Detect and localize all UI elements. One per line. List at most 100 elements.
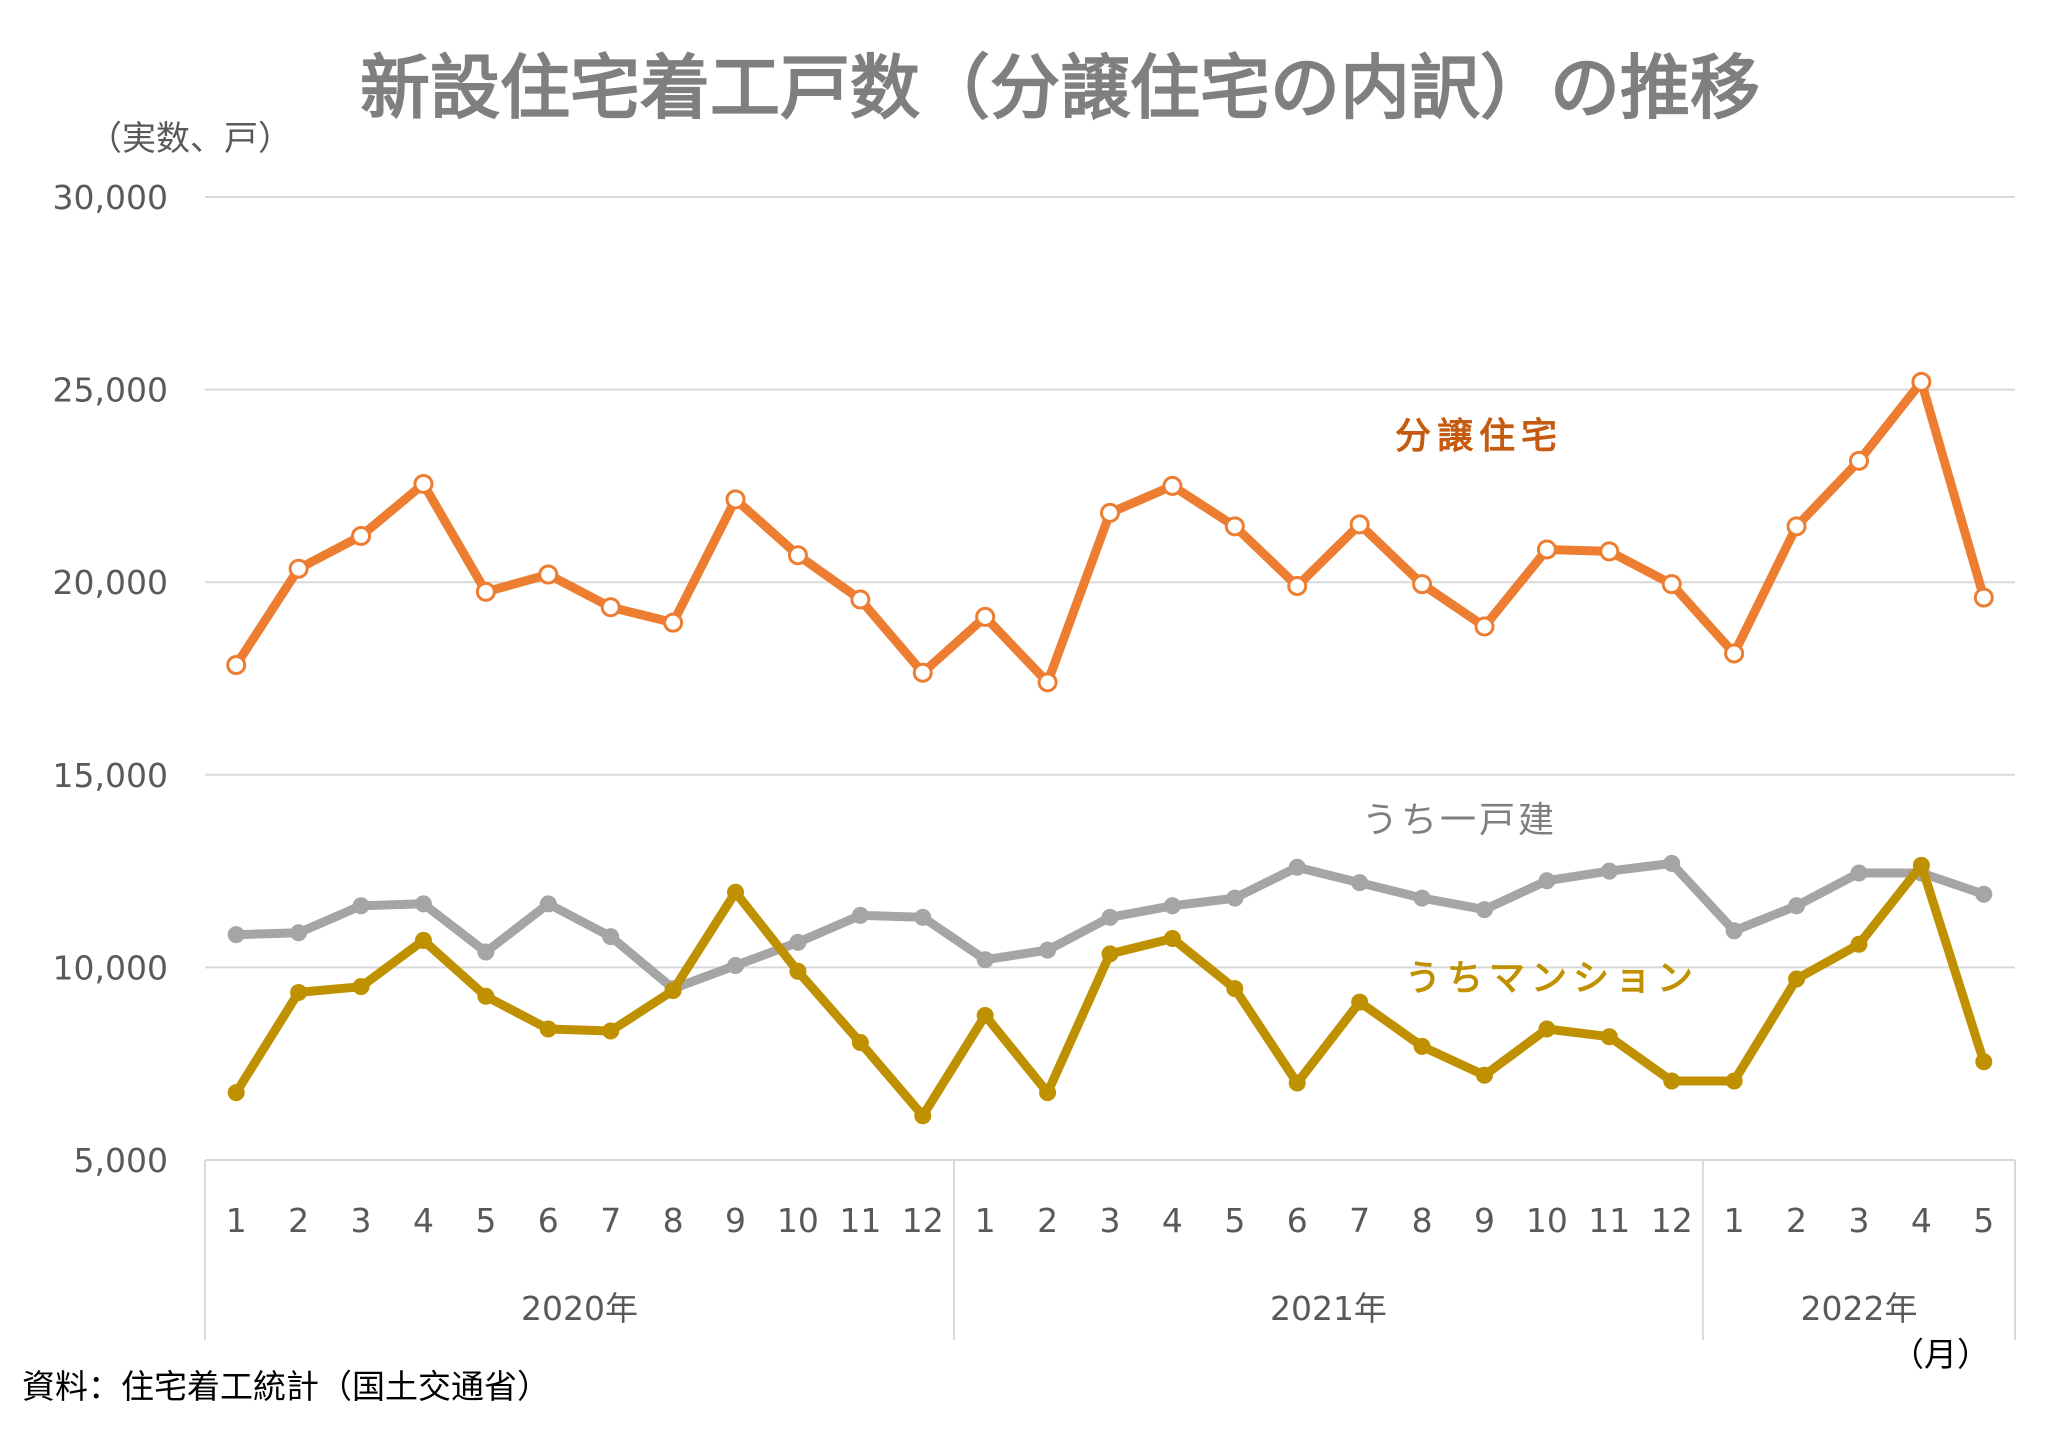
year-group-label: 2021年 bbox=[1270, 1289, 1387, 1328]
x-axis-ticks: 1 2 3 4 5 6 7 8 9 10 11 12 1 2 3 4 5 6 7 8 9 10 11 12 1 2 3 4 52020年… bbox=[226, 1201, 1995, 1328]
data-point bbox=[1101, 908, 1119, 926]
data-point bbox=[602, 928, 620, 946]
data-point bbox=[787, 545, 808, 566]
data-point bbox=[1850, 935, 1868, 953]
data-point bbox=[1600, 862, 1618, 880]
data-point bbox=[1162, 475, 1183, 496]
data-point bbox=[914, 908, 932, 926]
data-point bbox=[1724, 643, 1745, 664]
data-point bbox=[1538, 872, 1556, 890]
series-line bbox=[231, 377, 1989, 687]
data-point bbox=[227, 926, 245, 944]
source-note: 資料：住宅着工統計（国土交通省） bbox=[22, 1367, 550, 1406]
x-tick-label: 11 bbox=[1588, 1201, 1630, 1240]
data-point bbox=[1349, 514, 1370, 535]
y-tick-label: 15,000 bbox=[53, 756, 168, 795]
data-point bbox=[539, 1020, 557, 1038]
data-point bbox=[288, 558, 309, 579]
gridlines bbox=[205, 196, 2015, 1161]
x-tick-label: 12 bbox=[902, 1201, 944, 1240]
x-tick-label: 3 bbox=[1848, 1201, 1869, 1240]
data-point bbox=[602, 1022, 620, 1040]
x-tick-label: 1 bbox=[226, 1201, 247, 1240]
data-point bbox=[413, 473, 434, 494]
x-tick-label: 5 bbox=[475, 1201, 496, 1240]
x-axis bbox=[204, 1160, 2016, 1340]
data-point bbox=[851, 906, 869, 924]
data-point bbox=[1412, 574, 1433, 595]
data-point bbox=[912, 662, 933, 683]
data-point bbox=[1725, 1072, 1743, 1090]
data-point bbox=[1163, 897, 1181, 915]
data-point bbox=[1663, 1072, 1681, 1090]
x-tick-label: 2 bbox=[1037, 1201, 1058, 1240]
y-tick-label: 10,000 bbox=[53, 948, 168, 987]
data-point bbox=[664, 982, 682, 1000]
data-point bbox=[1288, 1074, 1306, 1092]
series-label: 分譲住宅 bbox=[1395, 415, 1563, 457]
x-tick-label: 8 bbox=[663, 1201, 684, 1240]
data-point bbox=[1788, 897, 1806, 915]
x-tick-label: 2 bbox=[288, 1201, 309, 1240]
x-tick-label: 4 bbox=[413, 1201, 434, 1240]
data-point bbox=[539, 895, 557, 913]
x-tick-label: 3 bbox=[351, 1201, 372, 1240]
data-point bbox=[914, 1107, 932, 1125]
x-tick-label: 9 bbox=[1474, 1201, 1495, 1240]
data-point bbox=[1538, 1020, 1556, 1038]
data-point bbox=[1911, 371, 1932, 392]
data-point bbox=[352, 978, 370, 996]
data-point bbox=[1100, 502, 1120, 523]
series-label: うち一戸建 bbox=[1362, 800, 1557, 841]
series-line bbox=[231, 858, 1989, 994]
data-point bbox=[1474, 616, 1495, 637]
data-point bbox=[975, 606, 996, 627]
data-point bbox=[1912, 856, 1930, 874]
x-tick-label: 6 bbox=[538, 1201, 559, 1240]
data-point bbox=[290, 924, 308, 942]
data-point bbox=[290, 983, 308, 1001]
data-point bbox=[227, 1084, 245, 1102]
data-point bbox=[1288, 858, 1306, 876]
data-point bbox=[1287, 576, 1308, 597]
data-point bbox=[414, 931, 432, 949]
data-point bbox=[1536, 539, 1557, 560]
series-1 bbox=[227, 854, 1993, 998]
x-tick-label: 4 bbox=[1162, 1201, 1183, 1240]
data-point bbox=[1351, 993, 1369, 1011]
series-line bbox=[231, 860, 1989, 1121]
data-point bbox=[1663, 854, 1681, 872]
x-tick-label: 3 bbox=[1100, 1201, 1121, 1240]
year-group-label: 2022年 bbox=[1800, 1289, 1917, 1328]
x-tick-label: 7 bbox=[600, 1201, 621, 1240]
data-point bbox=[1039, 1084, 1057, 1102]
x-tick-label: 9 bbox=[725, 1201, 746, 1240]
series-0 bbox=[226, 371, 1994, 693]
series-lines bbox=[226, 371, 1994, 1125]
data-point bbox=[1413, 1037, 1431, 1055]
data-point bbox=[976, 951, 994, 969]
data-point bbox=[1226, 889, 1244, 907]
data-point bbox=[1600, 1028, 1618, 1046]
data-point bbox=[727, 956, 745, 974]
y-tick-label: 5,000 bbox=[74, 1141, 168, 1180]
x-tick-label: 8 bbox=[1412, 1201, 1433, 1240]
data-point bbox=[1973, 587, 1994, 608]
data-point bbox=[226, 655, 247, 676]
data-point bbox=[1661, 574, 1682, 595]
data-point bbox=[538, 564, 559, 585]
data-point bbox=[1850, 864, 1868, 882]
data-point bbox=[1975, 1053, 1993, 1071]
data-point bbox=[725, 489, 746, 510]
x-tick-label: 1 bbox=[975, 1201, 996, 1240]
x-tick-label: 10 bbox=[777, 1201, 819, 1240]
x-unit-label: （月） bbox=[1891, 1335, 1990, 1374]
x-tick-label: 10 bbox=[1526, 1201, 1568, 1240]
data-point bbox=[1163, 930, 1181, 948]
data-point bbox=[663, 612, 684, 633]
data-point bbox=[1224, 516, 1245, 537]
x-tick-label: 5 bbox=[1973, 1201, 1994, 1240]
data-point bbox=[850, 589, 871, 610]
chart-title: 新設住宅着工戸数（分譲住宅の内訳）の推移 bbox=[360, 47, 1760, 129]
data-point bbox=[351, 525, 372, 546]
